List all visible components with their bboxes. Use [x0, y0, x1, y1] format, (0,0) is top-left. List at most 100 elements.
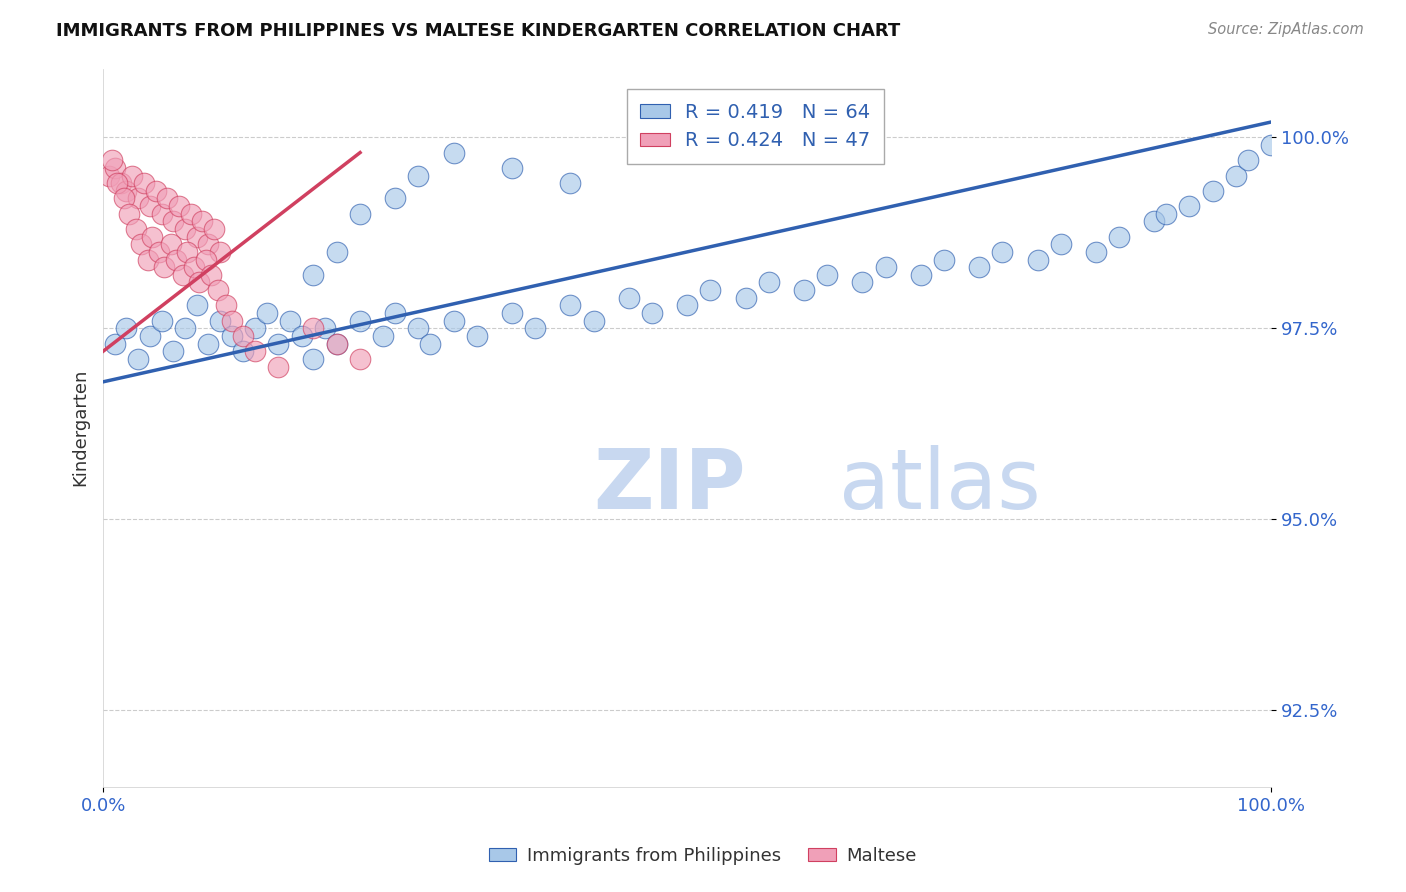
- Point: [162, 214, 184, 228]
- Point: [243, 321, 266, 335]
- Legend: Immigrants from Philippines, Maltese: Immigrants from Philippines, Maltese: [481, 838, 925, 874]
- Point: [932, 252, 955, 267]
- Point: [910, 268, 932, 282]
- Point: [160, 237, 183, 252]
- Point: [325, 244, 347, 259]
- Point: [758, 276, 780, 290]
- Point: [1236, 153, 1258, 168]
- Point: [560, 176, 582, 190]
- Point: [104, 161, 127, 175]
- Point: [1260, 137, 1282, 152]
- Point: [197, 237, 219, 252]
- Point: [110, 176, 132, 190]
- Point: [208, 244, 231, 259]
- Point: [641, 306, 664, 320]
- Point: [115, 321, 138, 335]
- Point: [207, 283, 229, 297]
- Point: [191, 214, 214, 228]
- Point: [139, 199, 162, 213]
- Point: [187, 276, 209, 290]
- Point: [232, 344, 254, 359]
- Point: [734, 291, 756, 305]
- Point: [180, 207, 202, 221]
- Point: [105, 176, 128, 190]
- Point: [136, 252, 159, 267]
- Point: [208, 314, 231, 328]
- Point: [325, 336, 347, 351]
- Point: [465, 329, 488, 343]
- Point: [256, 306, 278, 320]
- Point: [221, 314, 243, 328]
- Point: [1084, 244, 1107, 259]
- Point: [173, 321, 195, 335]
- Point: [167, 199, 190, 213]
- Point: [121, 169, 143, 183]
- Point: [1225, 169, 1247, 183]
- Point: [125, 222, 148, 236]
- Point: [232, 329, 254, 343]
- Point: [104, 336, 127, 351]
- Text: IMMIGRANTS FROM PHILIPPINES VS MALTESE KINDERGARTEN CORRELATION CHART: IMMIGRANTS FROM PHILIPPINES VS MALTESE K…: [56, 22, 900, 40]
- Point: [243, 344, 266, 359]
- Point: [115, 184, 138, 198]
- Point: [302, 351, 325, 366]
- Point: [1026, 252, 1049, 267]
- Point: [162, 344, 184, 359]
- Point: [215, 298, 238, 312]
- Point: [408, 321, 430, 335]
- Point: [302, 268, 325, 282]
- Legend: R = 0.419   N = 64, R = 0.424   N = 47: R = 0.419 N = 64, R = 0.424 N = 47: [627, 89, 884, 164]
- Y-axis label: Kindergarten: Kindergarten: [72, 369, 89, 486]
- Point: [991, 244, 1014, 259]
- Point: [132, 176, 155, 190]
- Point: [815, 268, 838, 282]
- Point: [699, 283, 721, 297]
- Point: [501, 161, 523, 175]
- Point: [139, 329, 162, 343]
- Point: [419, 336, 441, 351]
- Point: [1143, 214, 1166, 228]
- Point: [150, 314, 173, 328]
- Point: [183, 260, 205, 275]
- Point: [349, 314, 371, 328]
- Point: [1050, 237, 1073, 252]
- Point: [501, 306, 523, 320]
- Point: [194, 252, 217, 267]
- Point: [617, 291, 640, 305]
- Point: [150, 207, 173, 221]
- Point: [153, 260, 176, 275]
- Text: atlas: atlas: [839, 444, 1040, 525]
- Point: [851, 276, 873, 290]
- Point: [582, 314, 605, 328]
- Point: [186, 229, 208, 244]
- Point: [267, 359, 290, 374]
- Point: [98, 169, 121, 183]
- Point: [197, 336, 219, 351]
- Point: [145, 184, 167, 198]
- Point: [202, 222, 225, 236]
- Point: [118, 207, 141, 221]
- Text: Source: ZipAtlas.com: Source: ZipAtlas.com: [1208, 22, 1364, 37]
- Point: [267, 336, 290, 351]
- Point: [443, 145, 465, 160]
- Point: [1202, 184, 1225, 198]
- Point: [1108, 229, 1130, 244]
- Point: [793, 283, 815, 297]
- Point: [156, 191, 179, 205]
- Point: [278, 314, 301, 328]
- Point: [384, 306, 406, 320]
- Point: [141, 229, 163, 244]
- Point: [112, 191, 135, 205]
- Point: [291, 329, 314, 343]
- Point: [127, 191, 149, 205]
- Point: [560, 298, 582, 312]
- Point: [524, 321, 547, 335]
- Point: [408, 169, 430, 183]
- Point: [101, 153, 124, 168]
- Point: [384, 191, 406, 205]
- Point: [221, 329, 243, 343]
- Point: [200, 268, 222, 282]
- Point: [314, 321, 336, 335]
- Point: [186, 298, 208, 312]
- Point: [127, 351, 149, 366]
